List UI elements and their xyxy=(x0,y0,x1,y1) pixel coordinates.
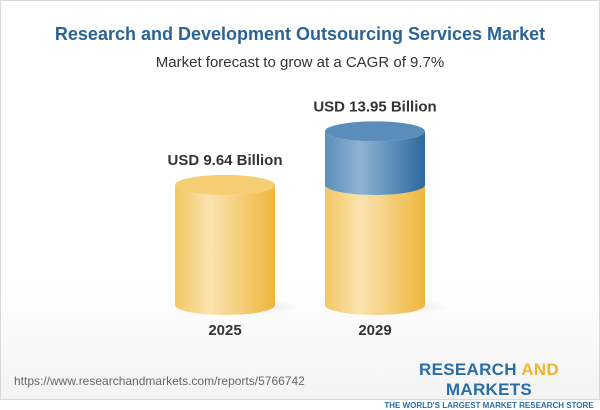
data-label: USD 13.95 Billion xyxy=(313,98,436,115)
bar-base-2029 xyxy=(325,184,425,315)
logo-text-markets: MARKETS xyxy=(445,380,533,399)
chart-subtitle: Market forecast to grow at a CAGR of 9.7… xyxy=(155,54,445,71)
category-label: 2025 xyxy=(208,322,241,339)
source-url[interactable]: https://www.researchandmarkets.com/repor… xyxy=(14,374,305,388)
logo-text-and: AND xyxy=(521,360,559,379)
data-label: USD 9.64 Billion xyxy=(167,152,282,169)
bar-2025 xyxy=(175,184,275,315)
cylinder-chart: USD 9.64 Billion 2025 USD 13.95 Billion 202… xyxy=(167,98,450,339)
logo-text: RESEARCH xyxy=(419,360,522,379)
chart-frame xyxy=(0,0,600,400)
bar-growth-2029 xyxy=(325,131,425,195)
bar-top xyxy=(175,174,275,195)
brand-logo: RESEARCH AND MARKETS THE WORLD'S LARGEST… xyxy=(384,360,594,410)
logo-tagline: THE WORLD'S LARGEST MARKET RESEARCH STOR… xyxy=(384,401,594,410)
category-label: 2029 xyxy=(358,322,391,339)
chart-title: Research and Development Outsourcing Ser… xyxy=(54,24,546,44)
bar-top xyxy=(325,121,425,142)
